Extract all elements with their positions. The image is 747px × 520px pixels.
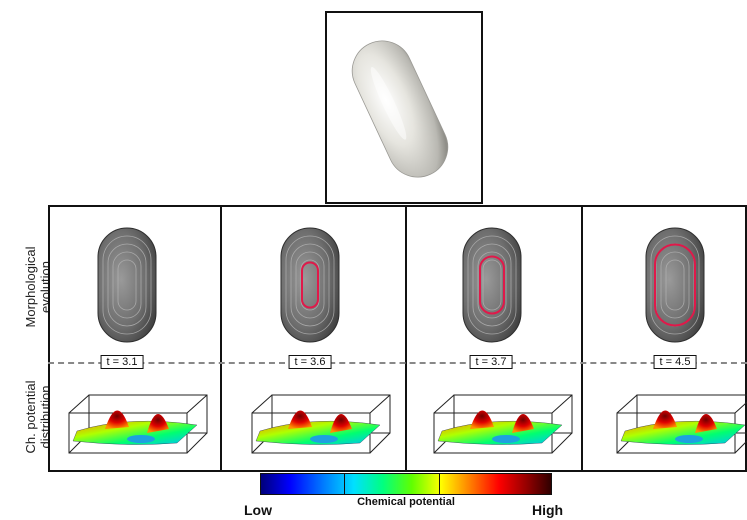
potential-peak (512, 413, 534, 433)
panel-shape-3 (462, 227, 522, 343)
colorbar-title: Chemical potential (357, 496, 455, 508)
time-label-1: t = 3.1 (100, 355, 144, 369)
panel-shape-1 (97, 227, 157, 343)
panel-shape-2 (280, 227, 340, 343)
colorbar-low-label: Low (244, 502, 272, 518)
potential-peak (653, 410, 677, 429)
colorbar-tick (344, 474, 345, 494)
time-divider-line (48, 362, 747, 364)
chemical-potential-plot-1 (68, 394, 208, 454)
colorbar-tick (439, 474, 440, 494)
potential-peak (105, 410, 129, 429)
potential-peak (470, 410, 494, 429)
phase-boundary-ring (654, 243, 696, 327)
panel-shape-4 (645, 227, 705, 343)
initial-shape-box (325, 11, 483, 204)
potential-well (492, 435, 520, 443)
time-label-3: t = 3.7 (469, 355, 513, 369)
potential-peak (695, 413, 717, 433)
colorbar-high-label: High (532, 502, 564, 518)
chemical-potential-plot-3 (433, 394, 573, 454)
time-label-2: t = 3.6 (288, 355, 332, 369)
phase-boundary-ring (479, 255, 505, 315)
chemical-potential-plot-2 (251, 394, 391, 454)
potential-peak (288, 410, 312, 429)
potential-well (675, 435, 703, 443)
phase-boundary-ring (301, 261, 319, 309)
potential-peak (330, 413, 352, 433)
initial-capsule-shape (351, 40, 449, 178)
potential-well (127, 435, 155, 443)
chemical-potential-plot-4 (616, 394, 747, 454)
potential-peak (147, 413, 169, 433)
chemical-potential-colorbar: Chemical potential (260, 473, 552, 508)
potential-well (310, 435, 338, 443)
time-label-4: t = 4.5 (653, 355, 697, 369)
